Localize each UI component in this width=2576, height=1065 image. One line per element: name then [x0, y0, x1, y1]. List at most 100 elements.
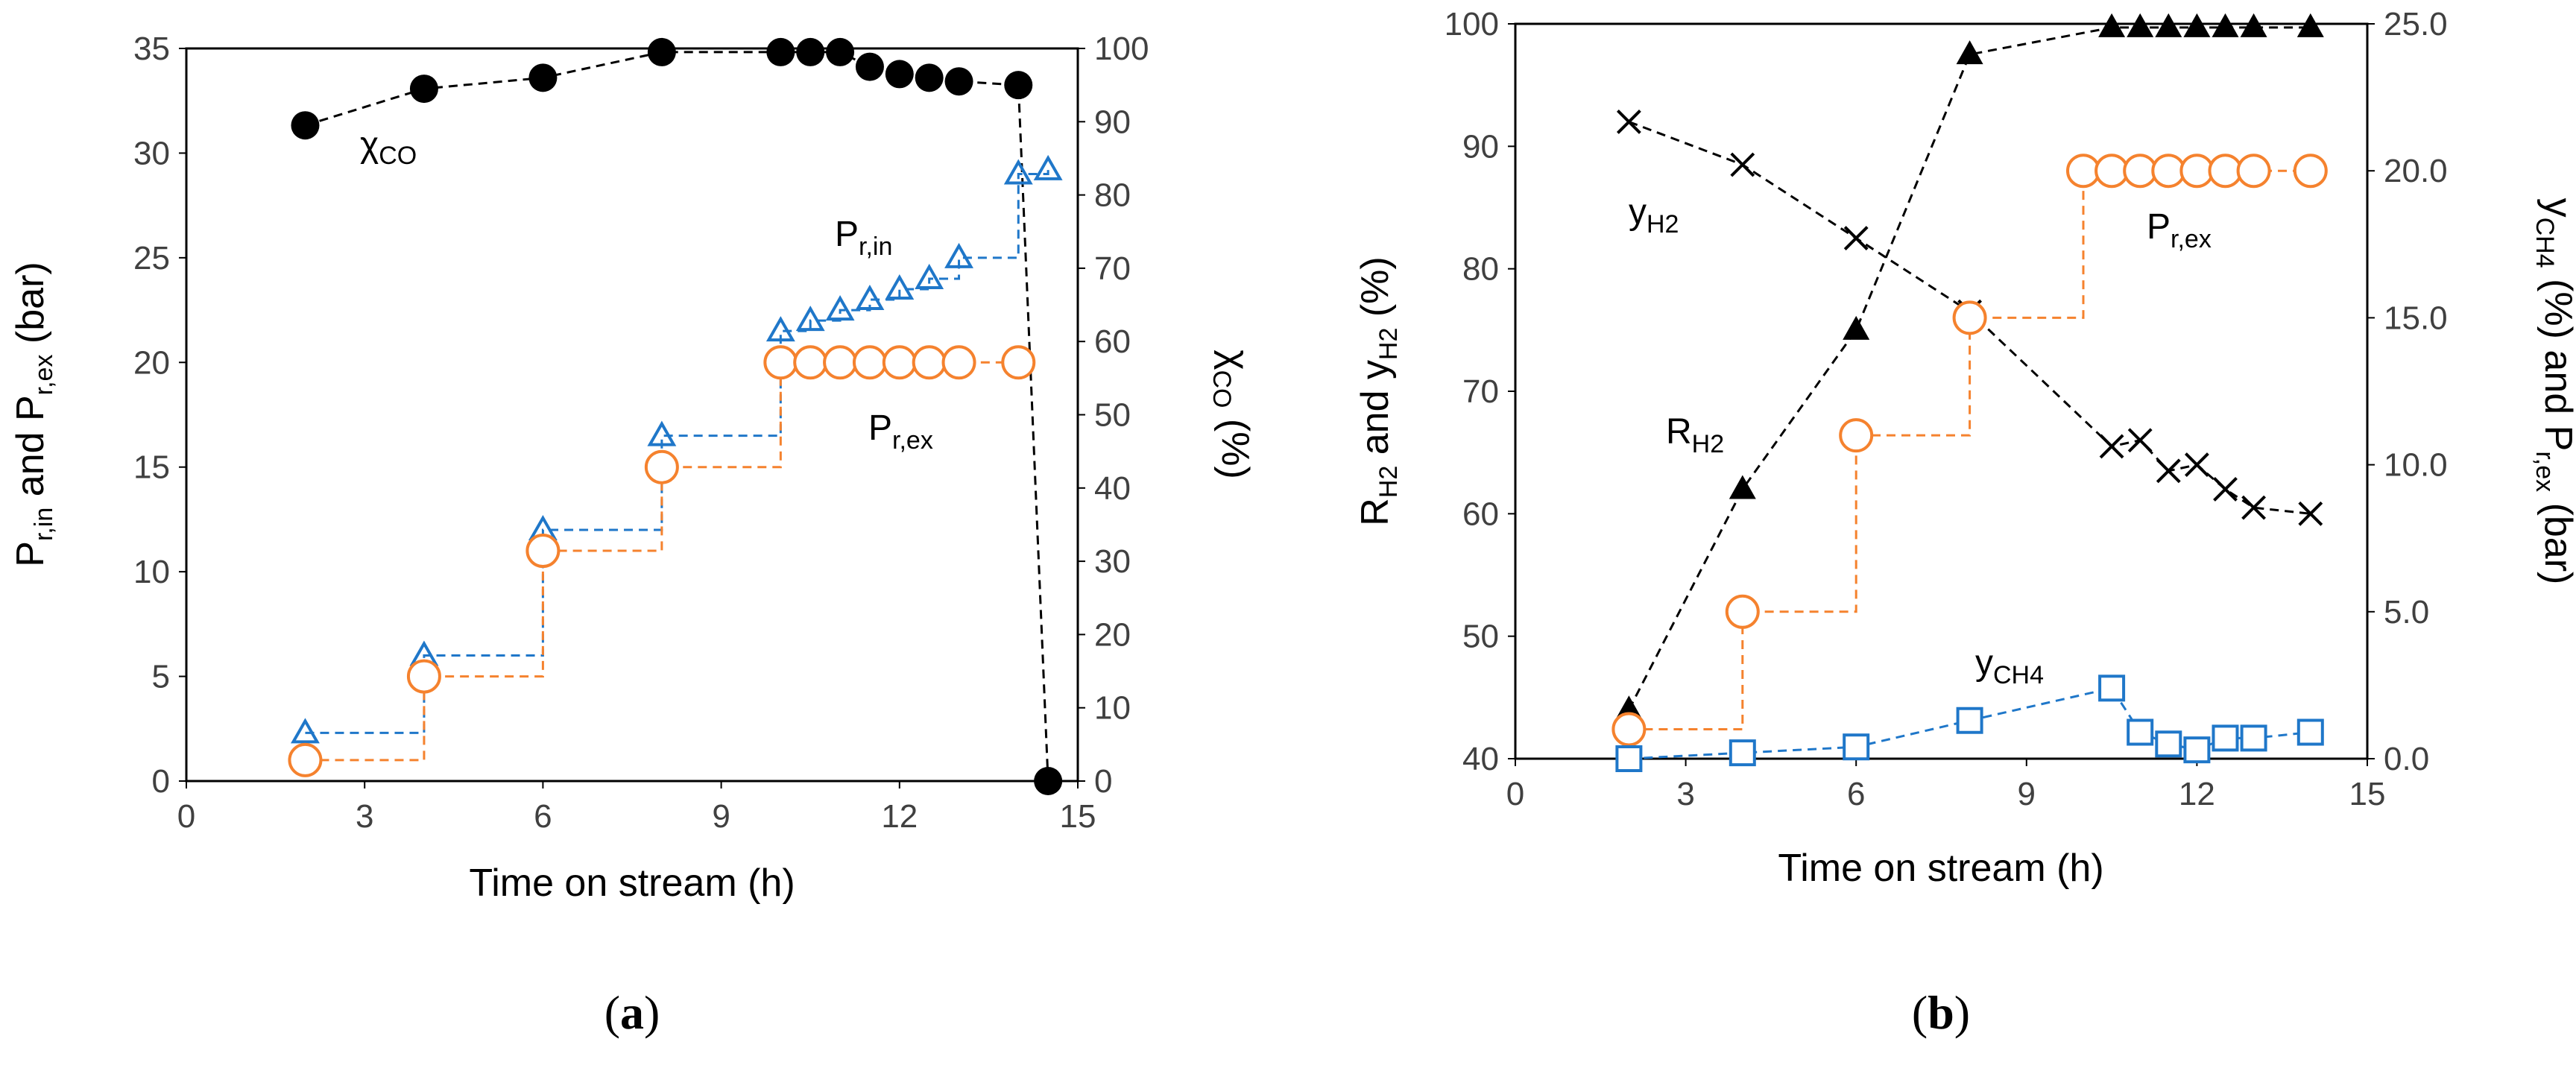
plot-area-b: [1514, 22, 2369, 760]
y-right-tick-label: 60: [1094, 323, 1131, 360]
y-right-ticks-b: 0.0 5.0 10.0 15.0 20.0 25.0: [2367, 6, 2448, 777]
x-tick-label: 3: [356, 798, 373, 835]
x-tick-label: 3: [1676, 776, 1694, 812]
x-tick-label: 0: [177, 798, 195, 835]
data-point-rh2: [2098, 13, 2126, 37]
chart-panel-b: 0 3 6 9 12 15 40 50 60 70 80 90 100 0.0 5.0 10.0 15.0 2…: [1354, 6, 2576, 1039]
data-point-ych4: [1843, 733, 1870, 761]
data-point-ych4: [2240, 724, 2267, 752]
caption-a: (a): [604, 986, 660, 1039]
data-point-pr-ex: [2208, 154, 2243, 189]
y-right-tick-label: 10: [1094, 690, 1131, 727]
annotation-r-h2: RH2: [1666, 412, 1724, 458]
x-ticks-a: 0 3 6 9 12 15: [177, 781, 1096, 835]
data-point-ych4: [2098, 674, 2126, 702]
data-point-ych4: [2183, 736, 2211, 764]
y-right-tick-label: 90: [1094, 104, 1131, 140]
data-point--co: [944, 67, 973, 96]
x-tick-label: 15: [1060, 798, 1096, 835]
data-point-pr-ex: [2151, 154, 2186, 189]
data-point--co: [826, 37, 855, 66]
y-left-tick-label: 70: [1462, 373, 1499, 410]
data-point-rh2: [2155, 13, 2182, 37]
data-point-pr-ex: [2293, 154, 2328, 189]
data-point--co: [409, 75, 438, 104]
y-left-tick-label: 100: [1445, 6, 1499, 42]
data-point-pr-ex: [525, 534, 561, 569]
y-right-tick-label: 100: [1094, 31, 1149, 67]
data-point-rh2: [2212, 13, 2239, 37]
data-point-yh2: [1730, 152, 1755, 177]
data-point-pr-ex: [1952, 300, 1987, 335]
data-point-yh2: [2298, 501, 2323, 526]
data-point-yh2: [2241, 495, 2267, 520]
y-left-ticks-a: 0 5 10 15 20 25 30 35: [133, 31, 186, 800]
data-point--co: [647, 37, 676, 66]
y-right-tick-label: 15.0: [2384, 300, 2448, 336]
data-point-ych4: [1729, 739, 1756, 767]
x-tick-label: 12: [881, 798, 918, 835]
annotation-chi-co: χCO: [360, 125, 417, 170]
data-point-pr-in: [765, 316, 795, 342]
data-point-pr-ex: [2179, 154, 2214, 189]
data-point--co: [528, 63, 558, 92]
x-tick-label: 9: [712, 798, 730, 835]
annotation-pr-ex-b: Pr,ex: [2147, 207, 2212, 253]
x-tick-label: 9: [2018, 776, 2036, 812]
data-point-rh2: [2296, 13, 2324, 37]
y-axis-label-right-a: χCO (%): [1208, 350, 1257, 479]
data-point-pr-ex: [2236, 154, 2271, 189]
y-left-tick-label: 80: [1462, 251, 1499, 288]
y-right-tick-label: 10.0: [2384, 447, 2448, 484]
data-point-ych4: [2127, 718, 2154, 746]
data-point-pr-ex: [912, 345, 947, 380]
x-tick-label: 6: [1847, 776, 1865, 812]
data-point-pr-ex: [288, 742, 323, 777]
y-right-tick-label: 0.0: [2384, 741, 2429, 777]
data-point-pr-ex: [793, 345, 828, 380]
data-point-ych4: [1956, 707, 1983, 734]
data-point-pr-in: [1033, 154, 1063, 180]
data-point-rh2: [1615, 695, 1643, 720]
data-point-yh2: [2099, 434, 2124, 459]
y-left-tick-label: 20: [133, 344, 170, 381]
y-right-tick-label: 40: [1094, 470, 1131, 507]
data-point-pr-in: [915, 263, 944, 289]
y-left-tick-label: 60: [1462, 496, 1499, 532]
y-right-tick-label: 5.0: [2384, 594, 2429, 631]
x-axis-label-a: Time on stream (h): [469, 862, 795, 905]
data-point-pr-ex: [852, 345, 887, 380]
annotation-pr-in: Pr,in: [835, 215, 892, 261]
x-tick-label: 0: [1506, 776, 1524, 812]
series-line-pr-in: [305, 169, 1049, 734]
data-point-rh2: [1843, 315, 1870, 340]
y-axis-label-left-b: RH2 and yH2 (%): [1354, 256, 1403, 525]
data-point-pr-ex: [2066, 154, 2100, 189]
data-point--co: [291, 111, 320, 140]
data-point-pr-in: [944, 242, 973, 268]
data-point-yh2: [2156, 458, 2181, 484]
y-left-tick-label: 35: [133, 31, 170, 67]
chart-panel-a: 0 3 6 9 12 15 0 5 10 15 20 25 30 35 0 10 20 30 40 50 60 70 8…: [9, 31, 1257, 1039]
data-point--co: [796, 37, 825, 66]
x-tick-label: 6: [534, 798, 552, 835]
data-point--co: [855, 52, 884, 81]
data-point-rh2: [2183, 13, 2211, 37]
y-right-ticks-a: 0 10 20 30 40 50 60 70 80 90 100: [1078, 31, 1149, 800]
data-point-pr-ex: [941, 345, 976, 380]
y-left-tick-label: 15: [133, 449, 170, 486]
data-point-rh2: [2127, 13, 2154, 37]
y-right-tick-label: 80: [1094, 177, 1131, 214]
y-left-tick-label: 0: [152, 763, 170, 800]
series-group-b: [1611, 13, 2328, 772]
data-point-pr-in: [885, 274, 915, 300]
data-point-rh2: [1956, 40, 1983, 65]
data-point-pr-ex: [1725, 594, 1760, 629]
y-left-ticks-b: 40 50 60 70 80 90 100: [1445, 6, 1515, 777]
y-left-tick-label: 30: [133, 135, 170, 171]
x-tick-label: 12: [2179, 776, 2215, 812]
data-point-ych4: [1615, 745, 1643, 772]
y-left-tick-label: 25: [133, 240, 170, 276]
x-axis-label-b: Time on stream (h): [1778, 847, 2103, 890]
